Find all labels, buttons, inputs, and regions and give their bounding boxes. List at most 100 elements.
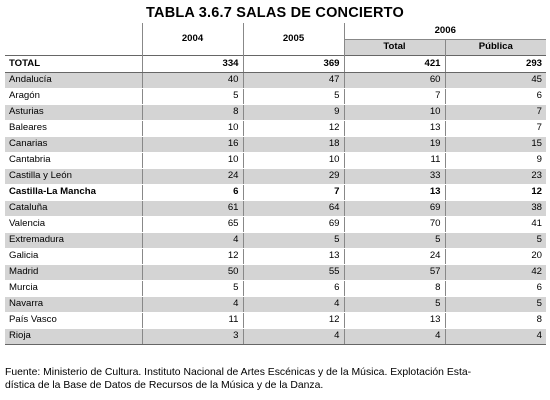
cell-2006-total: 7 [343, 88, 445, 105]
table-row: Aragón 5 5 7 6 [5, 88, 546, 105]
cell-2005: 6 [242, 280, 344, 297]
cell-2005: 9 [242, 104, 344, 121]
cell-2004: 4 [141, 232, 243, 249]
table-row: Canarias 16 18 19 15 [5, 136, 546, 153]
cell-2005: 29 [242, 168, 344, 185]
cell-2006-total: 69 [343, 200, 445, 217]
cell-2005: 55 [242, 264, 344, 281]
source-line-1: Fuente: Ministerio de Cultura. Instituto… [5, 367, 472, 378]
source-line-2: dística de la Base de Datos de Recursos … [5, 380, 324, 391]
region-label: Asturias [5, 104, 142, 121]
table-row: Castilla-La Mancha 6 7 13 12 [5, 184, 546, 201]
cell-2004: 5 [141, 88, 243, 105]
cell-2006-publica: 23 [444, 168, 546, 185]
header-2006: 2006 [343, 23, 546, 40]
table-row: Rioja 3 4 4 4 [5, 328, 546, 345]
cell-2006-publica: 20 [444, 248, 546, 265]
total-label: TOTAL [5, 54, 142, 73]
cell-2006-total: 60 [343, 72, 445, 89]
region-label: Canarias [5, 136, 142, 153]
table-row: Murcia 5 6 8 6 [5, 280, 546, 297]
cell-2006-total: 19 [343, 136, 445, 153]
cell-2006-publica: 8 [444, 312, 546, 329]
cell-2005: 12 [242, 312, 344, 329]
cell-2006-total: 4 [343, 328, 445, 345]
region-label: Andalucía [5, 72, 142, 89]
cell-2005: 7 [242, 184, 344, 201]
cell-2006-publica: 15 [444, 136, 546, 153]
source-note: Fuente: Ministerio de Cultura. Instituto… [5, 366, 546, 392]
table-row: Galicia 12 13 24 20 [5, 248, 546, 265]
cell-2006-total: 70 [343, 216, 445, 233]
cell-2006-total: 13 [343, 184, 445, 201]
region-label: Baleares [5, 120, 142, 137]
cell-2004: 4 [141, 296, 243, 313]
table-row: Extremadura 4 5 5 5 [5, 232, 546, 249]
cell-2006-total: 33 [343, 168, 445, 185]
table-row: Asturias 8 9 10 7 [5, 104, 546, 121]
region-label: Extremadura [5, 232, 142, 249]
cell-2004: 8 [141, 104, 243, 121]
total-2006-publica: 293 [444, 54, 546, 73]
cell-2006-publica: 42 [444, 264, 546, 281]
cell-2006-publica: 5 [444, 232, 546, 249]
cell-2005: 13 [242, 248, 344, 265]
table-row: Madrid 50 55 57 42 [5, 264, 546, 281]
region-label: Cantabria [5, 152, 142, 169]
table-row: Navarra 4 4 5 5 [5, 296, 546, 313]
header-corner [5, 23, 142, 55]
total-2004: 334 [141, 54, 243, 73]
cell-2006-publica: 7 [444, 120, 546, 137]
cell-2006-publica: 9 [444, 152, 546, 169]
total-2005: 369 [242, 54, 344, 73]
region-label: Aragón [5, 88, 142, 105]
concert-halls-table: 2004 2005 2006 Total Pública TOTAL 334 3… [5, 23, 546, 345]
cell-2005: 47 [242, 72, 344, 89]
cell-2006-publica: 6 [444, 280, 546, 297]
cell-2005: 4 [242, 296, 344, 313]
cell-2006-total: 24 [343, 248, 445, 265]
region-label: País Vasco [5, 312, 142, 329]
cell-2004: 24 [141, 168, 243, 185]
cell-2004: 10 [141, 120, 243, 137]
table-row: Cantabria 10 10 11 9 [5, 152, 546, 169]
cell-2004: 6 [141, 184, 243, 201]
header-2005: 2005 [242, 23, 344, 55]
cell-2006-publica: 45 [444, 72, 546, 89]
cell-2006-total: 5 [343, 296, 445, 313]
table-row: País Vasco 11 12 13 8 [5, 312, 546, 329]
table-row: Baleares 10 12 13 7 [5, 120, 546, 137]
header-2006-publica: Pública [444, 39, 546, 55]
region-label: Murcia [5, 280, 142, 297]
cell-2006-publica: 7 [444, 104, 546, 121]
cell-2006-total: 57 [343, 264, 445, 281]
cell-2005: 12 [242, 120, 344, 137]
cell-2006-publica: 6 [444, 88, 546, 105]
header-2004: 2004 [141, 23, 243, 55]
cell-2005: 5 [242, 232, 344, 249]
cell-2004: 50 [141, 264, 243, 281]
cell-2005: 18 [242, 136, 344, 153]
table-row: Castilla y León 24 29 33 23 [5, 168, 546, 185]
header-2006-total: Total [343, 39, 445, 55]
region-label: Rioja [5, 328, 142, 345]
cell-2004: 3 [141, 328, 243, 345]
cell-2006-total: 8 [343, 280, 445, 297]
cell-2005: 5 [242, 88, 344, 105]
cell-2006-total: 13 [343, 312, 445, 329]
cell-2006-total: 5 [343, 232, 445, 249]
cell-2004: 11 [141, 312, 243, 329]
cell-2004: 16 [141, 136, 243, 153]
cell-2004: 12 [141, 248, 243, 265]
region-label: Galicia [5, 248, 142, 265]
cell-2006-publica: 4 [444, 328, 546, 345]
cell-2004: 5 [141, 280, 243, 297]
region-label: Madrid [5, 264, 142, 281]
cell-2006-publica: 38 [444, 200, 546, 217]
region-label: Valencia [5, 216, 142, 233]
total-row: TOTAL 334 369 421 293 [5, 54, 546, 73]
cell-2004: 10 [141, 152, 243, 169]
cell-2006-publica: 41 [444, 216, 546, 233]
table-row: Cataluña 61 64 69 38 [5, 200, 546, 217]
table-row: Valencia 65 69 70 41 [5, 216, 546, 233]
